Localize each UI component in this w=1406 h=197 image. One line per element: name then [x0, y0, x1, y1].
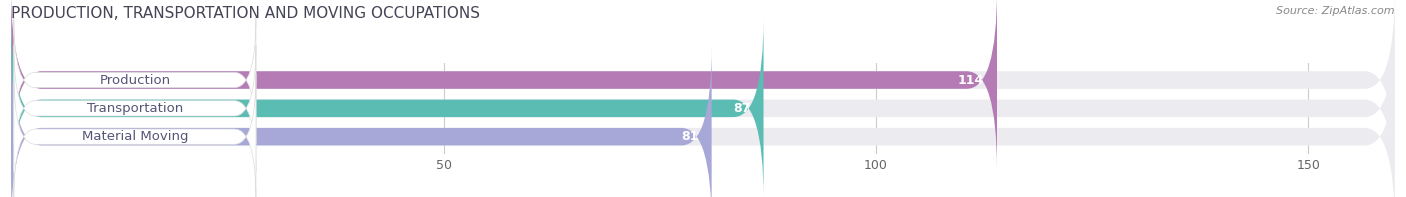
Text: PRODUCTION, TRANSPORTATION AND MOVING OCCUPATIONS: PRODUCTION, TRANSPORTATION AND MOVING OC… — [11, 6, 481, 21]
FancyBboxPatch shape — [11, 18, 763, 197]
FancyBboxPatch shape — [11, 0, 1395, 170]
FancyBboxPatch shape — [11, 0, 997, 170]
FancyBboxPatch shape — [14, 17, 256, 143]
Text: Source: ZipAtlas.com: Source: ZipAtlas.com — [1277, 6, 1395, 16]
Text: 87: 87 — [733, 102, 751, 115]
FancyBboxPatch shape — [11, 46, 1395, 197]
FancyBboxPatch shape — [11, 18, 1395, 197]
FancyBboxPatch shape — [11, 46, 711, 197]
Text: 81: 81 — [682, 130, 699, 143]
Text: Transportation: Transportation — [87, 102, 183, 115]
FancyBboxPatch shape — [14, 73, 256, 197]
Text: 114: 114 — [957, 73, 984, 86]
Text: Production: Production — [100, 73, 170, 86]
Text: Material Moving: Material Moving — [82, 130, 188, 143]
FancyBboxPatch shape — [14, 45, 256, 172]
